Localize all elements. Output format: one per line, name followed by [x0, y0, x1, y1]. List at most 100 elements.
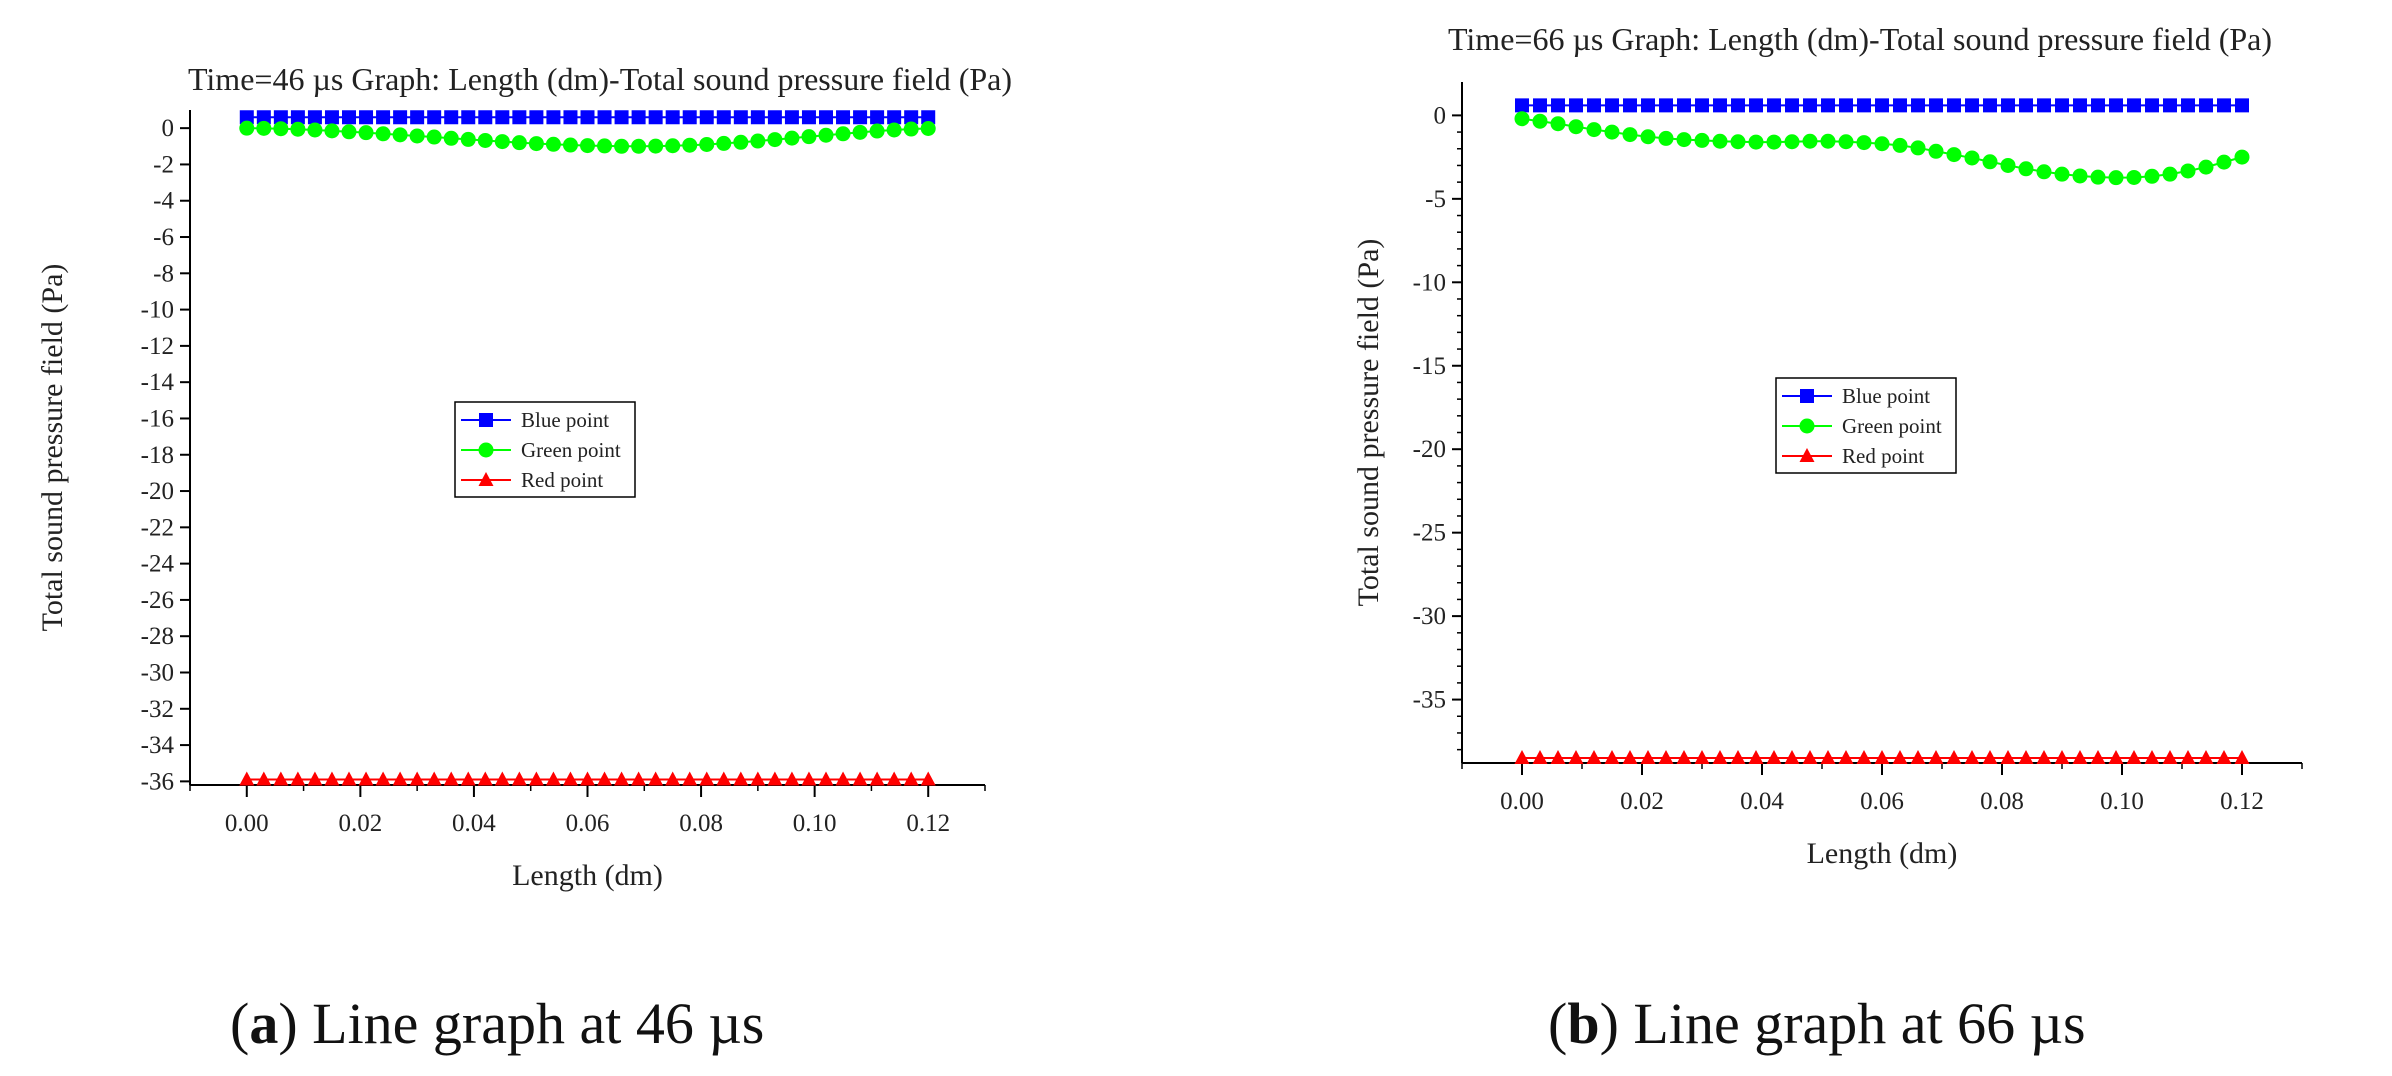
data-point: [2180, 163, 2196, 179]
data-point: [563, 110, 578, 125]
data-point: [1514, 749, 1530, 764]
data-point: [2000, 157, 2016, 173]
data-point: [2036, 749, 2052, 764]
data-point: [2180, 749, 2196, 764]
data-point: [580, 138, 595, 154]
x-tick-label: 0.04: [1740, 788, 1784, 815]
data-point: [324, 123, 340, 139]
data-point: [2072, 168, 2088, 184]
data-point: [784, 771, 800, 786]
data-point: [1515, 98, 1529, 113]
data-point: [1712, 133, 1728, 149]
data-point: [1622, 749, 1638, 764]
y-tick-label: -26: [141, 587, 174, 614]
data-point: [2198, 159, 2214, 175]
data-point: [1947, 98, 1961, 113]
data-point: [1910, 140, 1926, 156]
x-tick-label: 0.12: [2220, 788, 2264, 815]
data-point: [2018, 161, 2034, 177]
data-point: [1748, 134, 1764, 150]
data-point: [2145, 98, 2159, 113]
data-point: [920, 771, 936, 786]
data-point: [273, 121, 289, 137]
data-point: [887, 110, 902, 125]
data-point: [1748, 749, 1764, 764]
data-point: [699, 771, 715, 786]
data-point: [2108, 749, 2124, 764]
data-point: [477, 771, 493, 786]
data-point: [853, 110, 868, 125]
legend-marker: [479, 413, 493, 427]
data-point: [1514, 111, 1530, 127]
data-point: [1749, 98, 1763, 113]
data-point: [239, 110, 254, 125]
data-point: [1551, 98, 1565, 113]
data-point: [1586, 122, 1602, 138]
data-point: [1802, 749, 1818, 764]
data-point: [665, 110, 680, 125]
data-point: [819, 110, 833, 125]
caption-b-text: ) Line graph at 66 µs: [1599, 991, 2086, 1056]
data-point: [2127, 98, 2141, 113]
data-point: [1640, 129, 1656, 145]
data-point: [852, 771, 868, 786]
y-tick-label: -24: [141, 551, 175, 578]
data-point: [341, 124, 357, 140]
data-point: [375, 126, 391, 142]
data-point: [342, 110, 356, 125]
x-axis-label: Length (dm): [512, 859, 663, 892]
data-point: [1731, 98, 1745, 113]
data-point: [631, 138, 647, 154]
y-tick-label: -25: [1413, 520, 1446, 547]
data-point: [835, 126, 851, 142]
legend-label: Green point: [521, 438, 621, 462]
data-point: [494, 771, 510, 786]
data-point: [1893, 98, 1907, 113]
data-point: [1550, 116, 1566, 132]
data-point: [511, 135, 527, 151]
data-point: [648, 110, 663, 125]
data-point: [1784, 134, 1800, 150]
data-point: [801, 129, 817, 145]
data-point: [1695, 98, 1709, 113]
data-point: [461, 110, 476, 125]
data-point: [290, 110, 305, 125]
y-tick-label: -30: [1413, 603, 1446, 630]
data-point: [2126, 749, 2142, 764]
x-tick-label: 0.08: [679, 810, 723, 837]
data-point: [341, 771, 357, 786]
data-point: [1658, 749, 1674, 764]
data-point: [1929, 98, 1943, 113]
data-point: [1839, 98, 1853, 113]
data-point: [494, 134, 510, 150]
y-tick-label: -32: [141, 696, 174, 723]
data-point: [409, 128, 425, 144]
data-point: [256, 771, 272, 786]
data-point: [1874, 749, 1890, 764]
series-circle: [1514, 111, 2250, 186]
data-point: [1713, 98, 1727, 113]
data-point: [614, 771, 630, 786]
data-point: [511, 771, 527, 786]
data-point: [699, 136, 715, 152]
data-point: [1857, 98, 1871, 113]
legend-marker: [478, 472, 494, 486]
y-tick-label: -36: [141, 768, 174, 795]
data-point: [2126, 169, 2142, 185]
data-point: [2162, 166, 2178, 182]
data-point: [836, 110, 851, 125]
data-point: [1604, 124, 1620, 140]
data-point: [2019, 98, 2033, 113]
data-point: [682, 137, 698, 153]
data-point: [1676, 132, 1692, 148]
legend: Blue point Green point Red point: [1775, 377, 1957, 474]
data-point: [1766, 749, 1782, 764]
data-point: [2055, 98, 2069, 113]
y-axis-label: Total sound pressure field (Pa): [1352, 239, 1385, 607]
data-point: [529, 110, 544, 125]
data-point: [1694, 132, 1710, 148]
data-point: [648, 138, 664, 154]
data-point: [1982, 749, 1998, 764]
data-point: [410, 110, 425, 125]
